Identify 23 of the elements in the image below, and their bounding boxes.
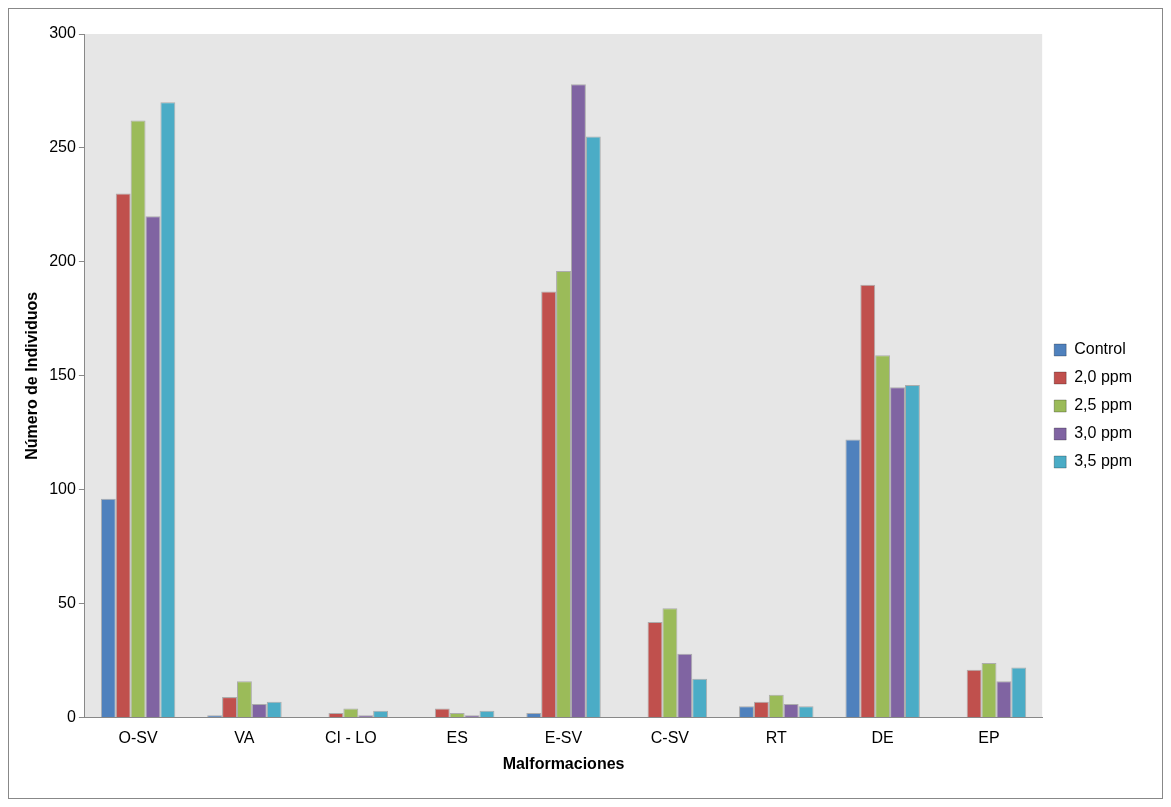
y-tick-label: 200 — [49, 252, 76, 270]
x-tick-label: VA — [234, 728, 255, 746]
y-axis-title: Número de Individuos — [23, 291, 41, 460]
x-axis-title: Malformaciones — [502, 754, 625, 772]
y-tick-label: 250 — [49, 138, 76, 156]
legend-label: Control — [1074, 340, 1126, 358]
x-tick-label: CI - LO — [325, 728, 377, 746]
x-tick-label: DE — [871, 728, 894, 746]
x-tick-label: ES — [446, 728, 468, 746]
legend-label: 2,0 ppm — [1074, 368, 1132, 386]
y-tick-label: 100 — [49, 480, 76, 498]
x-tick-label: O-SV — [118, 728, 158, 746]
y-tick-label: 150 — [49, 366, 76, 384]
x-tick-label: C-SV — [650, 728, 690, 746]
legend-label: 3,5 ppm — [1074, 452, 1132, 470]
x-tick-label: EP — [978, 728, 1000, 746]
y-tick-label: 0 — [66, 708, 76, 726]
x-tick-label: E-SV — [544, 728, 583, 746]
legend-label: 3,0 ppm — [1074, 424, 1132, 442]
x-tick-label: RT — [765, 728, 788, 746]
legend-label: 2,5 ppm — [1074, 396, 1132, 414]
y-tick-label: 50 — [58, 594, 76, 612]
y-tick-label: 300 — [49, 24, 76, 42]
